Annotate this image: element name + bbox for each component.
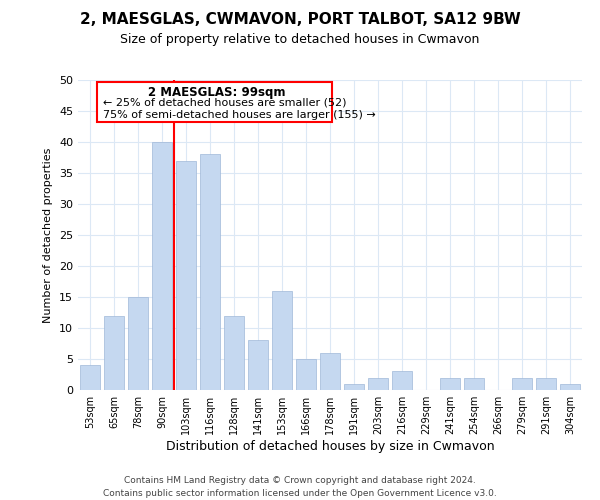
Text: 2, MAESGLAS, CWMAVON, PORT TALBOT, SA12 9BW: 2, MAESGLAS, CWMAVON, PORT TALBOT, SA12 … [80, 12, 520, 28]
Text: Contains HM Land Registry data © Crown copyright and database right 2024.: Contains HM Land Registry data © Crown c… [124, 476, 476, 485]
Bar [512, 378, 532, 390]
Bar [560, 384, 580, 390]
X-axis label: Distribution of detached houses by size in Cwmavon: Distribution of detached houses by size … [166, 440, 494, 453]
Bar [152, 142, 172, 390]
Bar [104, 316, 124, 390]
Bar [224, 316, 244, 390]
Bar [440, 378, 460, 390]
Bar [200, 154, 220, 390]
Y-axis label: Number of detached properties: Number of detached properties [43, 148, 53, 322]
Bar [176, 160, 196, 390]
Bar [392, 372, 412, 390]
Bar [80, 365, 100, 390]
Bar [296, 359, 316, 390]
Bar [536, 378, 556, 390]
Bar [272, 291, 292, 390]
Text: ← 25% of detached houses are smaller (52): ← 25% of detached houses are smaller (52… [103, 98, 347, 108]
Text: Size of property relative to detached houses in Cwmavon: Size of property relative to detached ho… [121, 32, 479, 46]
Bar [128, 297, 148, 390]
Bar [464, 378, 484, 390]
Bar [248, 340, 268, 390]
Text: 2 MAESGLAS: 99sqm: 2 MAESGLAS: 99sqm [148, 86, 286, 99]
Bar [344, 384, 364, 390]
FancyBboxPatch shape [97, 82, 332, 122]
Text: Contains public sector information licensed under the Open Government Licence v3: Contains public sector information licen… [103, 489, 497, 498]
Bar [368, 378, 388, 390]
Bar [320, 353, 340, 390]
Text: 75% of semi-detached houses are larger (155) →: 75% of semi-detached houses are larger (… [103, 110, 376, 120]
